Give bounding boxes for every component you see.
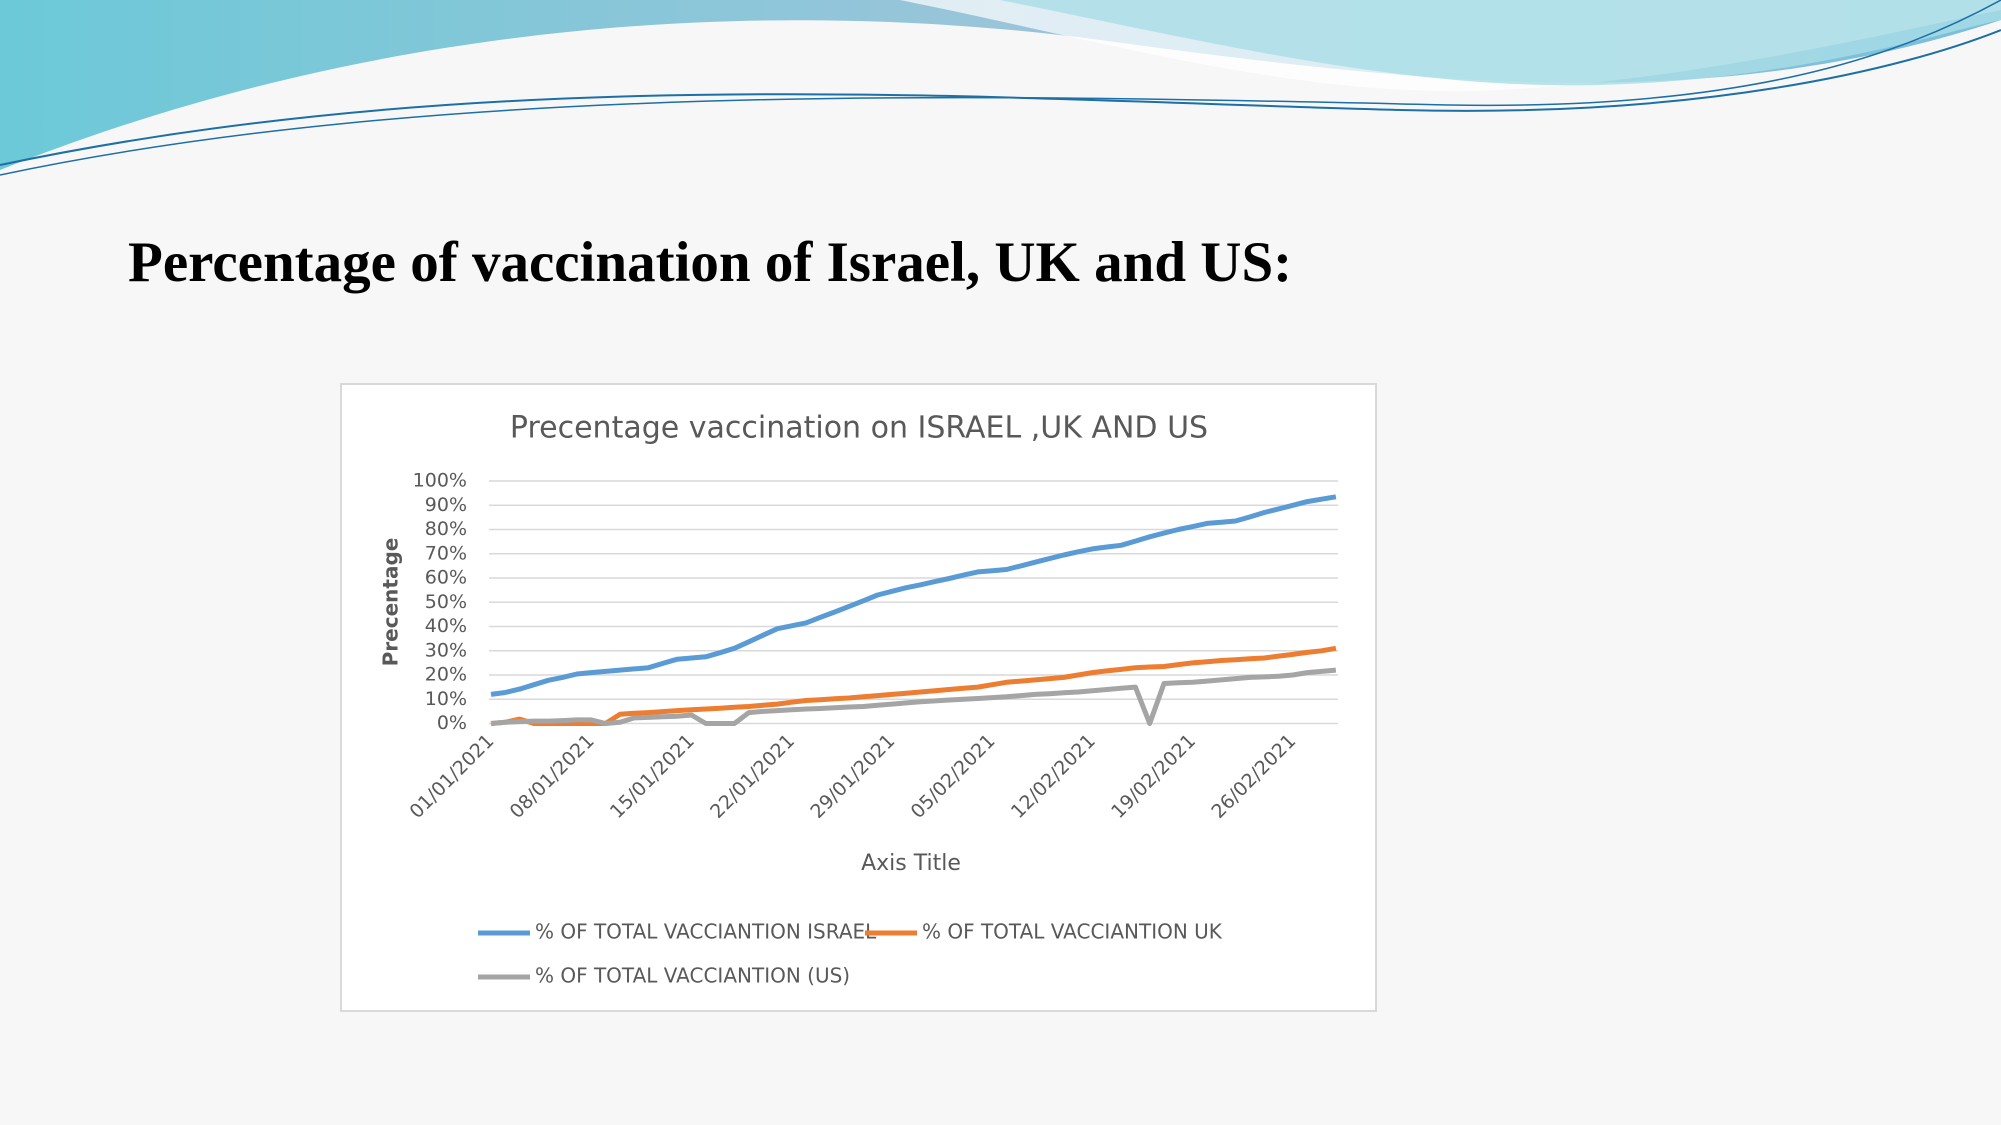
y-tick-label: 40%: [425, 615, 467, 637]
x-tick-label: 22/01/2021: [706, 730, 799, 823]
y-axis-title: Precentage: [379, 538, 403, 667]
y-tick-label: 100%: [413, 470, 467, 492]
x-tick-label: 05/02/2021: [907, 730, 1000, 823]
y-tick-label: 90%: [425, 494, 467, 516]
y-tick-label: 10%: [425, 688, 467, 710]
series-line: [490, 645, 1337, 726]
slide-title: Percentage of vaccination of Israel, UK …: [128, 231, 1293, 294]
legend-label: % OF TOTAL VACCIANTION ISRAEL: [535, 920, 877, 944]
y-tick-label: 70%: [425, 542, 467, 564]
x-tick-label: 12/02/2021: [1007, 730, 1100, 823]
y-tick-label: 30%: [425, 639, 467, 661]
y-tick-label: 0%: [437, 712, 467, 734]
series-line: [490, 494, 1337, 697]
series-line: [490, 667, 1337, 726]
x-tick-label: 26/02/2021: [1207, 730, 1300, 823]
x-tick-label: 01/01/2021: [405, 730, 498, 823]
legend-label: % OF TOTAL VACCIANTION UK: [922, 920, 1223, 944]
legend-label: % OF TOTAL VACCIANTION (US): [535, 964, 850, 988]
y-tick-label: 60%: [425, 567, 467, 589]
y-tick-label: 50%: [425, 591, 467, 613]
x-tick-label: 19/02/2021: [1107, 730, 1200, 823]
header-wave: [0, 0, 2001, 176]
x-tick-label: 15/01/2021: [606, 730, 699, 823]
x-tick-label: 29/01/2021: [806, 730, 899, 823]
y-tick-label: 20%: [425, 664, 467, 686]
chart-title: Precentage vaccination on ISRAEL ,UK AND…: [510, 411, 1208, 446]
x-tick-label: 08/01/2021: [506, 730, 599, 823]
chart-frame: [340, 383, 1377, 1012]
y-tick-label: 80%: [425, 518, 467, 540]
x-axis-title: Axis Title: [861, 851, 961, 876]
